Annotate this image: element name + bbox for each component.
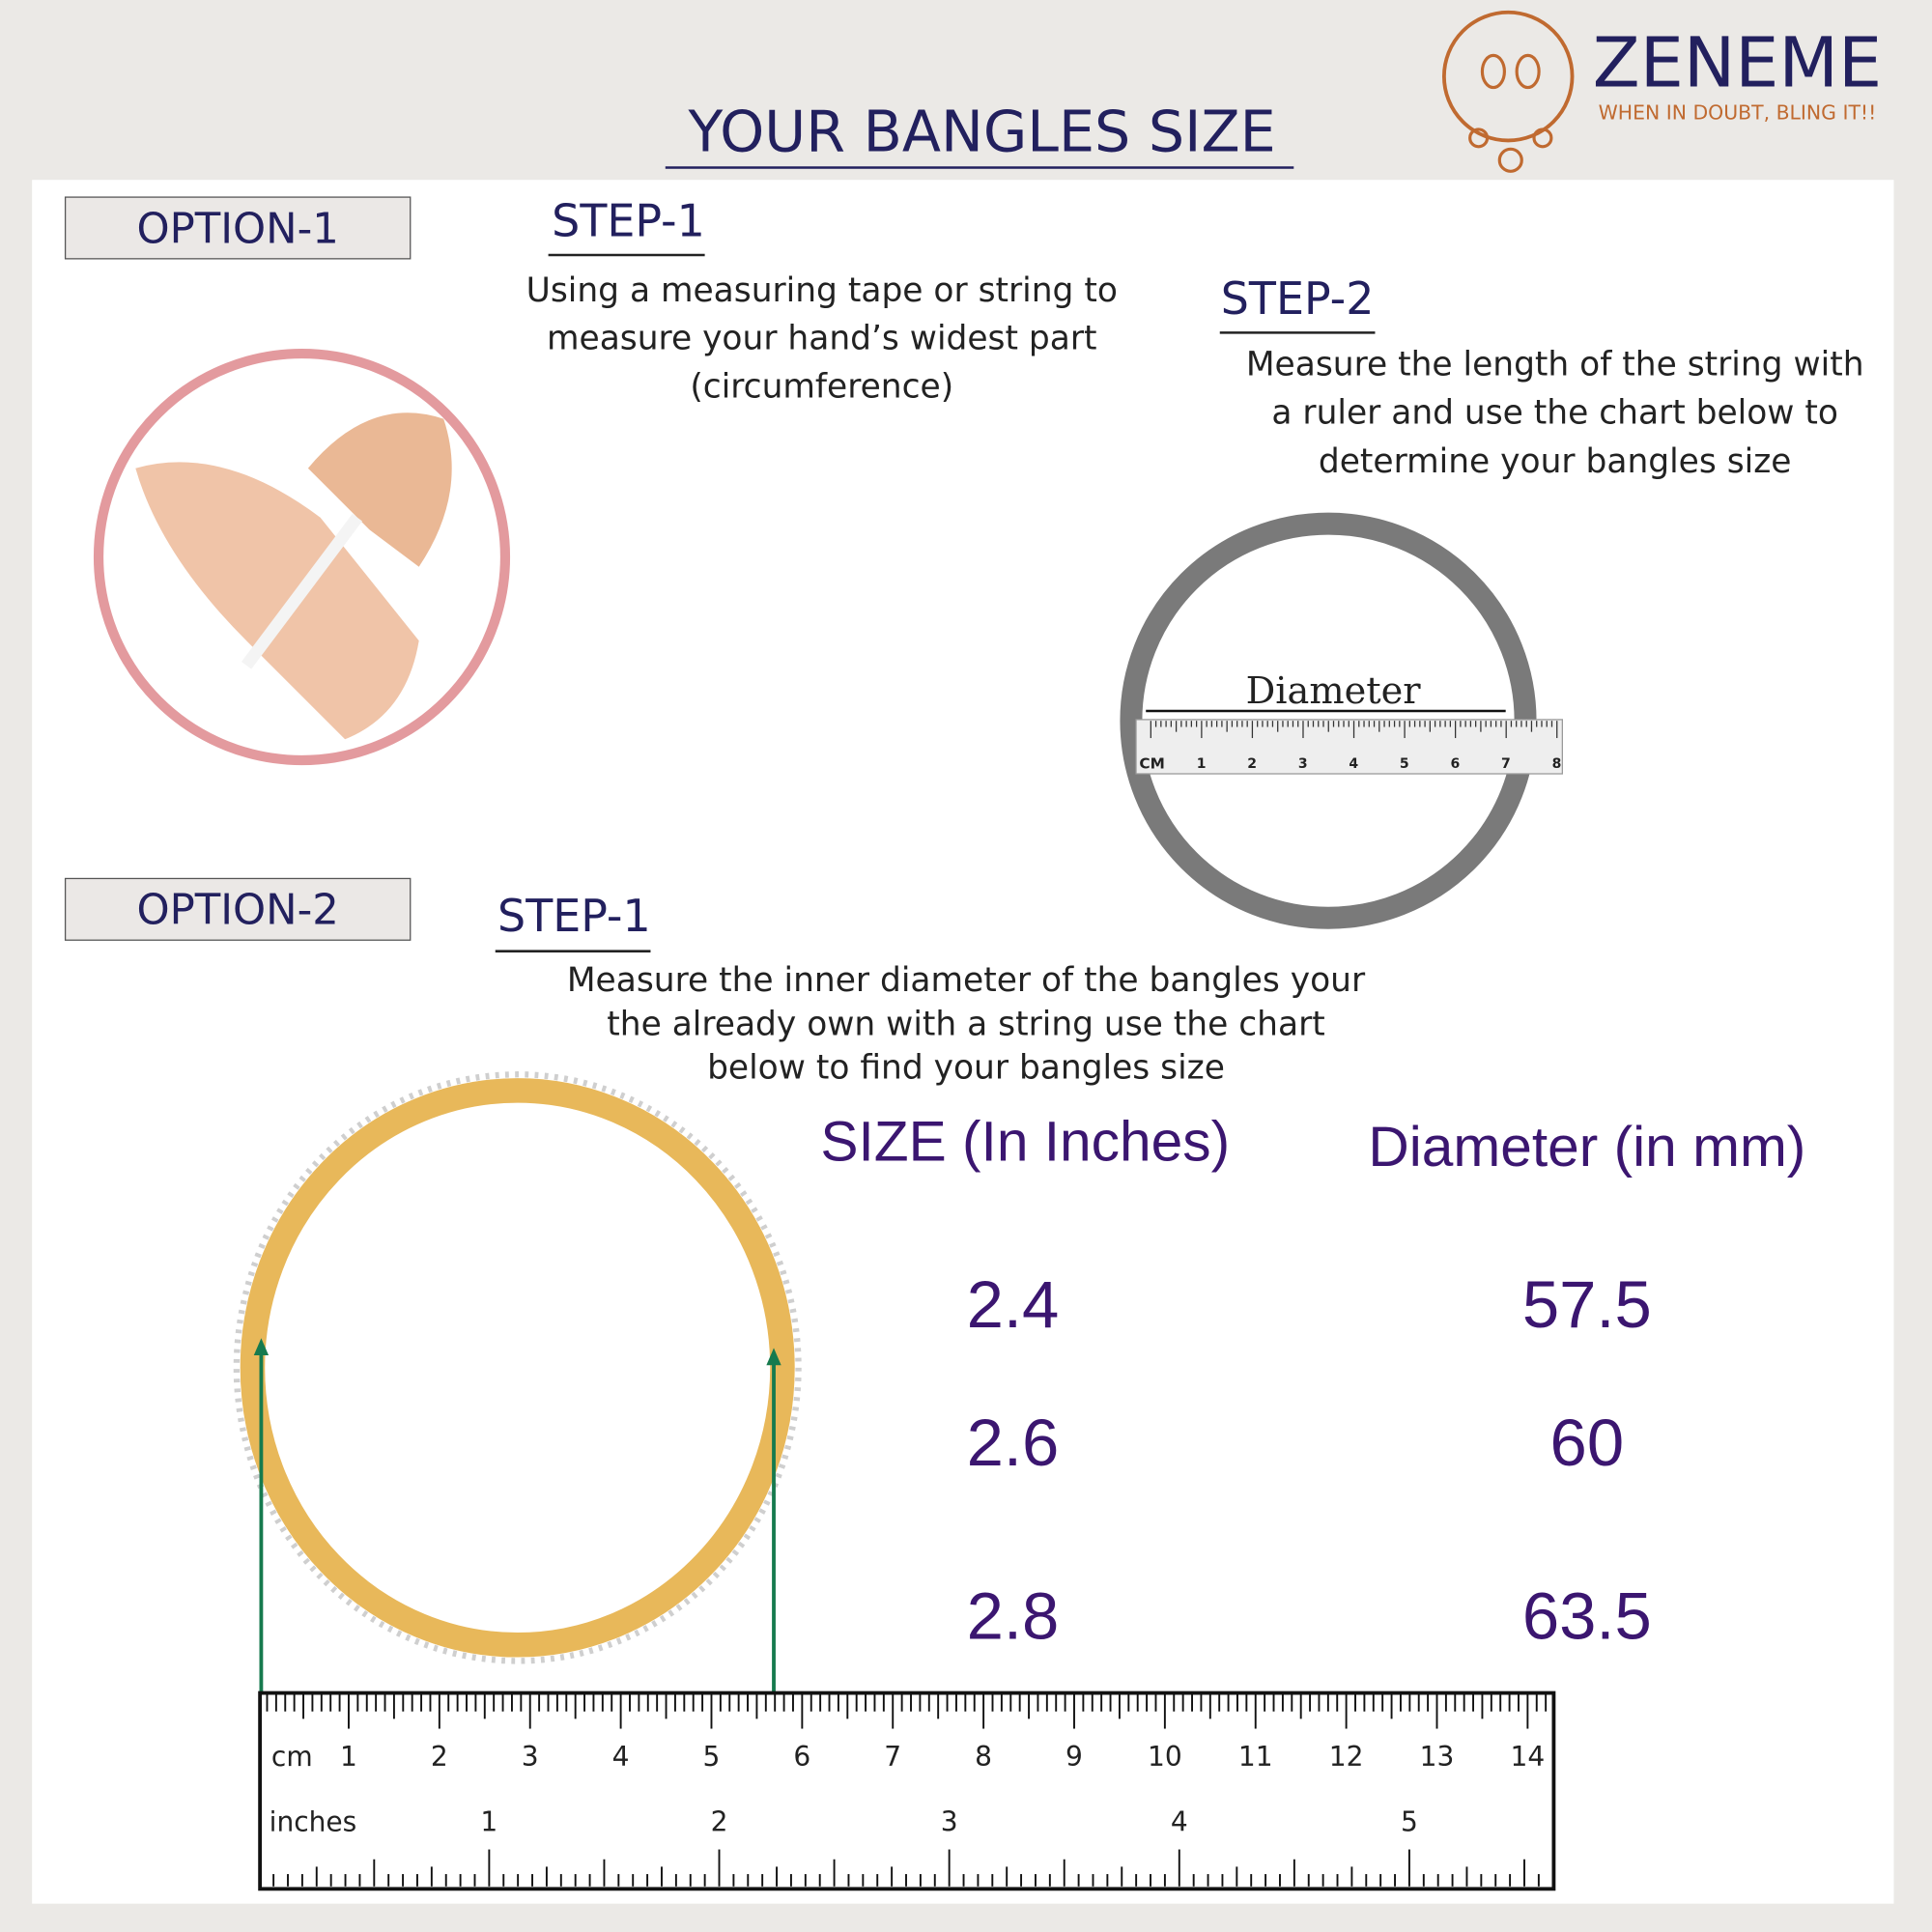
step-text: Measure the length of the string with a r… [1246,345,1864,481]
ruler-number: 4 [612,1741,630,1773]
brand-name: ZENEME [1593,23,1882,103]
ring-diagram [1120,512,1563,929]
ruler-number: 3 [1298,756,1308,772]
ruler-number: 6 [1450,756,1460,772]
ruler-cm-label: cm [271,1741,313,1773]
table-cell: 63.5 [1522,1579,1652,1654]
step-line: Measure the length of the string with [1246,345,1864,384]
option-box [64,877,412,941]
ruler-number: 2 [431,1741,448,1773]
ruler-number: 14 [1511,1741,1546,1773]
step-line: a ruler and use the chart below to [1271,394,1838,433]
table-cell: 60 [1550,1406,1625,1480]
size-table: 2.4 57.5 2.6 60 2.8 63.5 [967,1267,1652,1654]
ruler-number: 7 [1501,756,1511,772]
diameter-label: Diameter [1246,669,1422,713]
step-line: Using a measuring tape or string to [526,271,1118,310]
small-ruler: 1 2 3 4 5 6 7 8 [1150,721,1562,772]
logo-drops [1468,53,1553,173]
ruler-numbers: 1 2 3 4 5 6 7 8 9 10 11 12 13 141 2 3 4 5 [340,1741,1545,1838]
ruler-number: 8 [975,1741,992,1773]
ruler-number: 11 [1238,1741,1273,1773]
table-cell: 2.8 [967,1579,1060,1654]
step-heading: STEP-1 [497,890,651,942]
logo-ring [1441,10,1575,143]
ruler-number: 13 [1420,1741,1455,1773]
ruler-unit: CM [1139,754,1164,772]
table-cell: 57.5 [1522,1267,1652,1342]
step-line: Measure the inner diameter of the bangle… [567,961,1366,1000]
title: YOUR BANGLES SIZE [687,99,1275,164]
ruler-inch-label: inches [270,1806,357,1838]
ruler-number: 9 [1065,1741,1083,1773]
hand-illustration [93,348,511,766]
ruler-number: 4 [1171,1806,1188,1838]
option-label: OPTION-2 [136,887,338,935]
ruler-number: 8 [1552,756,1562,772]
step-line: (circumference) [690,367,953,406]
ruler-number: 5 [703,1741,721,1773]
ruler-number: 5 [1401,1806,1418,1838]
ruler-number: 3 [522,1741,539,1773]
ruler-number: 2 [711,1806,728,1838]
ruler-number: 2 [1247,756,1257,772]
ruler-number: 12 [1329,1741,1364,1773]
step-text: Measure the inner diameter of the bangle… [567,961,1366,1088]
step-line: the already own with a string use the ch… [607,1005,1324,1043]
ruler-number: 4 [1349,756,1358,772]
ruler-number: 1 [1197,756,1207,772]
step-line: determine your bangles size [1319,442,1792,481]
ruler-ticks [266,1693,1548,1887]
table-cell: 2.6 [967,1406,1060,1480]
step-line: measure your hand’s widest part [547,320,1097,358]
ruler-number: 1 [480,1806,497,1838]
step-heading: STEP-2 [1221,272,1375,325]
table-header: SIZE (In Inches) [820,1111,1230,1174]
table-cell: 2.4 [967,1267,1060,1342]
step-heading: STEP-1 [552,195,705,247]
ruler [258,1690,1556,1891]
ruler-number: 1 [340,1741,357,1773]
step-line: below to find your bangles size [707,1049,1225,1088]
ruler-number: 3 [941,1806,958,1838]
option-label: OPTION-1 [136,205,338,253]
step-text: Using a measuring tape or string to measu… [526,271,1118,406]
table-header: Diameter (in mm) [1368,1116,1805,1179]
ruler-number: 6 [793,1741,810,1773]
option-box [64,196,412,260]
ruler-number: 10 [1148,1741,1182,1773]
ruler-number: 7 [884,1741,901,1773]
bangle-illustration [233,1071,802,1692]
brand-tagline: WHEN IN DOUBT, BLING IT!! [1599,100,1877,124]
ruler-number: 5 [1400,756,1409,772]
